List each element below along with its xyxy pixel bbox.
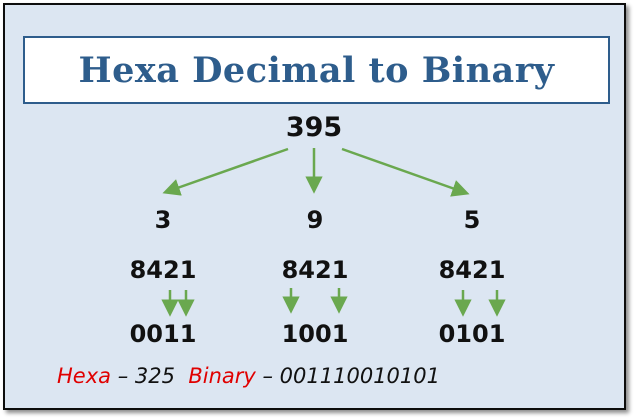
- hexa-separator: –: [111, 364, 135, 388]
- conversion-result: Hexa – 325 Binary – 001110010101: [57, 364, 440, 388]
- hexa-value: 325: [134, 364, 175, 388]
- arrow-to-digit-5: [341, 147, 470, 197]
- digit-3: 3: [154, 206, 172, 234]
- digit-5: 5: [463, 206, 481, 234]
- weights-9: 8421: [281, 256, 349, 284]
- binary-value: 001110010101: [279, 364, 441, 388]
- binary-9: 1001: [281, 320, 349, 348]
- weights-3: 8421: [129, 256, 197, 284]
- binary-separator: –: [255, 364, 280, 388]
- binary-5: 0101: [438, 320, 506, 348]
- arrow-to-digit-3: [162, 147, 289, 196]
- root-value: 395: [285, 112, 343, 143]
- binary-label: Binary: [188, 364, 256, 388]
- hexa-label: Hexa: [57, 364, 112, 388]
- weights-5: 8421: [438, 256, 506, 284]
- diagram-title: Hexa Decimal to Binary: [78, 49, 555, 91]
- title-box: Hexa Decimal to Binary: [23, 36, 610, 104]
- binary-3: 0011: [129, 320, 197, 348]
- digit-9: 9: [306, 206, 324, 234]
